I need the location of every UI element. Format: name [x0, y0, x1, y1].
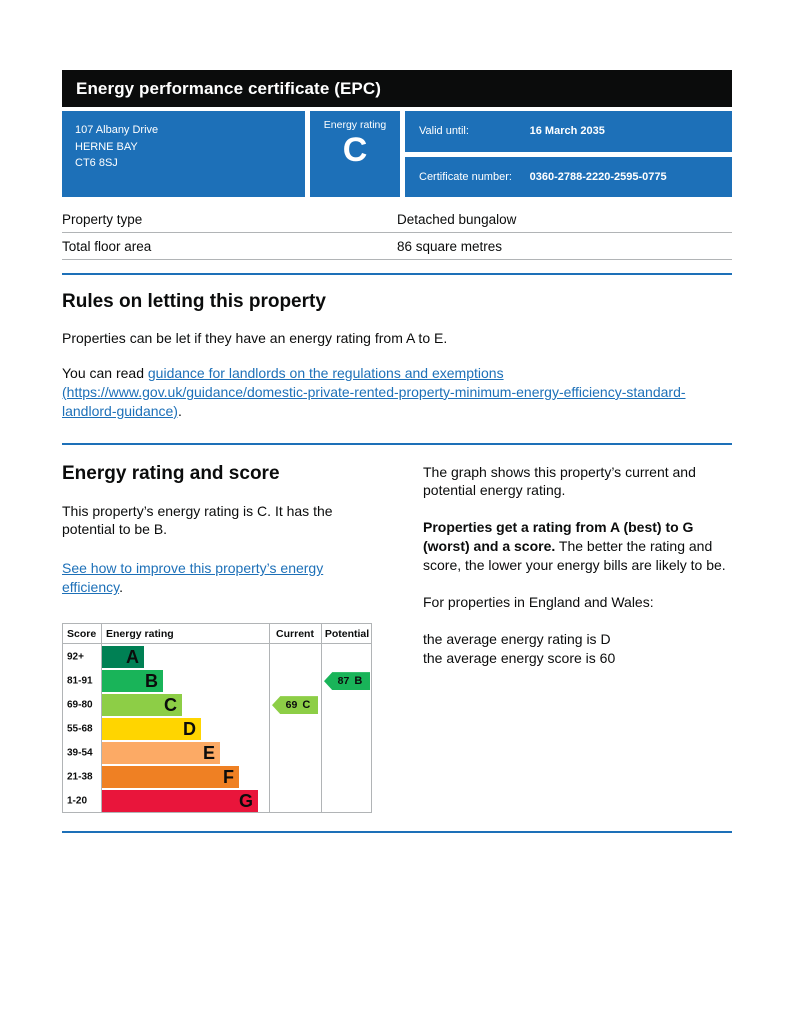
- potential-column-divider: [321, 624, 322, 813]
- current-rating-marker: 69 C: [272, 696, 318, 715]
- improve-suffix: .: [119, 579, 123, 596]
- rating-section-heading: Energy rating and score: [62, 462, 280, 484]
- band-bar-a: A: [101, 646, 144, 669]
- band-bar-g: G: [101, 790, 258, 813]
- average-score-line: the average energy score is 60: [423, 649, 616, 666]
- chart-header-row: Score Energy rating Current Potential: [63, 624, 371, 645]
- certificate-number-label: Certificate number:: [419, 170, 512, 183]
- band-score: 55-68: [67, 723, 93, 735]
- improve-paragraph: See how to improve this property’s energ…: [62, 559, 372, 597]
- rating-explain-text: Properties get a rating from A (best) to…: [423, 518, 731, 575]
- property-type-value: Detached bungalow: [397, 212, 517, 227]
- band-row-f: 21-38 F: [63, 765, 371, 789]
- property-type-label: Property type: [62, 212, 143, 227]
- property-address: 107 Albany Drive HERNE BAY CT6 8SJ: [62, 111, 305, 197]
- band-score: 1-20: [67, 795, 88, 807]
- rating-explain-bold: Properties get a rating from A (best) to…: [423, 519, 694, 555]
- energy-rating-badge: Energy rating C: [310, 111, 400, 197]
- rating-summary-text: This property’s energy rating is C. It h…: [62, 502, 333, 538]
- section-divider: [62, 273, 732, 275]
- band-letter: E: [202, 743, 215, 764]
- energy-rating-value: C: [342, 131, 368, 169]
- potential-score: 87: [337, 675, 350, 688]
- letting-rules-section: Rules on letting this property Propertie…: [62, 291, 732, 421]
- band-bar-b: B: [101, 670, 163, 693]
- column-header-potential: Potential: [324, 628, 370, 641]
- valid-until-value: 16 March 2035: [529, 125, 605, 138]
- validity-column: Valid until: 16 March 2035 Certificate n…: [405, 111, 732, 197]
- guidance-paragraph: You can read guidance for landlords on t…: [62, 364, 732, 421]
- rating-right-column: The graph shows this property’s current …: [423, 463, 731, 814]
- certificate-number-box: Certificate number: 0360-2788-2220-2595-…: [405, 156, 732, 197]
- band-letter: F: [223, 767, 234, 788]
- floor-area-label: Total floor area: [62, 239, 152, 254]
- current-letter: C: [302, 699, 311, 712]
- current-score: 69: [285, 699, 298, 712]
- score-column-divider: [101, 624, 102, 813]
- page-title: Energy performance certificate (EPC): [76, 78, 381, 98]
- certificate-title-bar: Energy performance certificate (EPC): [62, 70, 732, 107]
- column-header-current: Current: [276, 628, 314, 641]
- band-bar-e: E: [101, 742, 220, 765]
- band-row-b: 81-91 B: [63, 669, 371, 693]
- address-line-2: HERNE BAY: [75, 140, 138, 153]
- potential-letter: B: [354, 675, 363, 688]
- band-letter: B: [145, 671, 158, 692]
- chart-bands: 92+ A 81-91 B 69-80 C 55-68 D: [63, 645, 371, 813]
- landlord-guidance-link[interactable]: guidance for landlords on the regulation…: [62, 364, 686, 419]
- property-details-table: Property type Detached bungalow Total fl…: [62, 206, 732, 260]
- rating-left-column: Energy rating and score This property’s …: [62, 463, 372, 814]
- energy-rating-label: Energy rating: [323, 119, 387, 131]
- column-header-score: Score: [67, 628, 97, 641]
- band-score: 92+: [67, 651, 84, 663]
- band-score: 39-54: [67, 747, 93, 759]
- england-wales-intro: For properties in England and Wales:: [423, 594, 654, 611]
- graph-intro-text: The graph shows this property’s current …: [423, 463, 696, 499]
- letting-rules-text: Properties can be let if they have an en…: [62, 330, 448, 346]
- epc-rating-chart: Score Energy rating Current Potential 92…: [62, 623, 372, 814]
- band-letter: C: [164, 695, 177, 716]
- average-values: the average energy rating is D the avera…: [423, 630, 731, 668]
- address-line-1: 107 Albany Drive: [75, 124, 159, 136]
- section-divider: [62, 831, 732, 834]
- guidance-suffix: .: [177, 402, 182, 419]
- band-bar-f: F: [101, 766, 239, 789]
- epc-certificate-page: Energy performance certificate (EPC) 107…: [62, 70, 732, 834]
- band-bar-d: D: [101, 718, 201, 741]
- current-column-divider: [269, 624, 270, 813]
- address-line-3: CT6 8SJ: [75, 157, 118, 169]
- band-letter: G: [238, 791, 253, 812]
- guidance-prefix: You can read: [62, 364, 148, 381]
- table-row: Property type Detached bungalow: [62, 206, 732, 233]
- band-row-a: 92+ A: [63, 645, 371, 669]
- certificate-summary: 107 Albany Drive HERNE BAY CT6 8SJ Energ…: [62, 111, 732, 197]
- band-row-d: 55-68 D: [63, 717, 371, 741]
- column-header-energy-rating: Energy rating: [106, 628, 174, 641]
- potential-rating-marker: 87 B: [324, 672, 370, 691]
- band-score: 81-91: [67, 675, 93, 687]
- certificate-number-value: 0360-2788-2220-2595-0775: [529, 170, 667, 183]
- valid-until-label: Valid until:: [419, 125, 469, 138]
- band-score: 21-38: [67, 771, 93, 783]
- band-letter: A: [126, 647, 139, 668]
- band-row-g: 1-20 G: [63, 789, 371, 813]
- rating-explain-rest: The better the rating and score, the low…: [423, 538, 726, 574]
- valid-until-box: Valid until: 16 March 2035: [405, 111, 732, 152]
- band-letter: D: [183, 719, 196, 740]
- energy-rating-section: Energy rating and score This property’s …: [62, 463, 732, 814]
- band-row-c: 69-80 C: [63, 693, 371, 717]
- floor-area-value: 86 square metres: [397, 239, 503, 254]
- band-row-e: 39-54 E: [63, 741, 371, 765]
- table-row: Total floor area 86 square metres: [62, 233, 732, 260]
- improve-efficiency-link[interactable]: See how to improve this property’s energ…: [62, 560, 324, 596]
- average-rating-line: the average energy rating is D: [423, 630, 611, 647]
- section-divider: [62, 442, 732, 445]
- letting-rules-heading: Rules on letting this property: [62, 291, 326, 312]
- band-bar-c: C: [101, 694, 182, 717]
- band-score: 69-80: [67, 699, 93, 711]
